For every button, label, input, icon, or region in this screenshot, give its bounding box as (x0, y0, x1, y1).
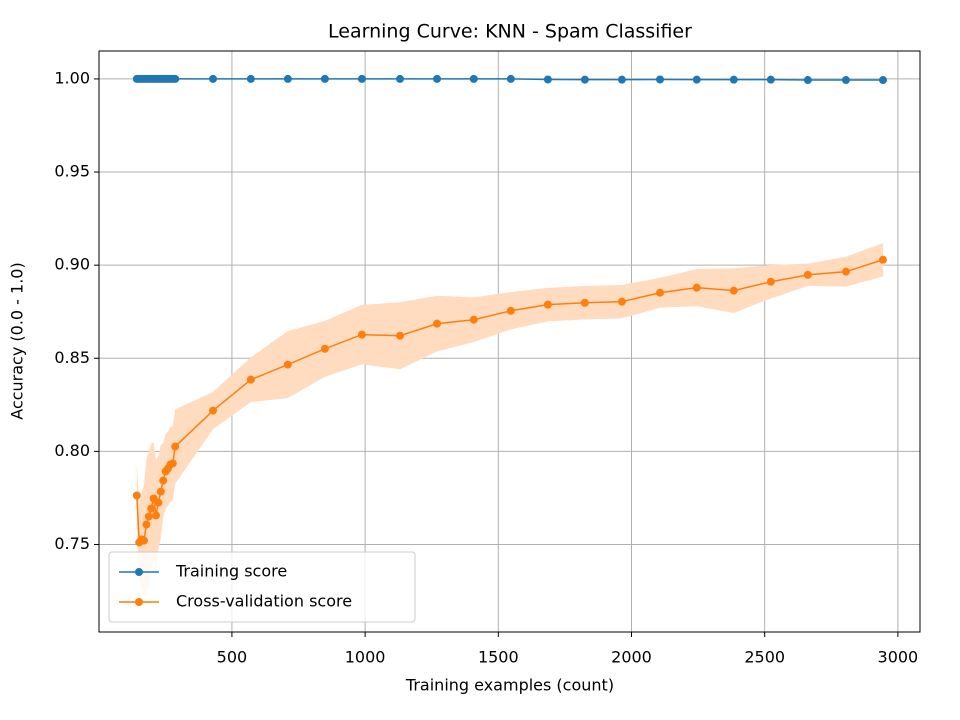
point (246, 74, 255, 83)
point (878, 76, 887, 85)
point (506, 74, 515, 83)
point (580, 298, 589, 307)
point (692, 283, 701, 292)
point (433, 319, 442, 328)
point (140, 536, 149, 545)
legend-marker (135, 598, 143, 606)
point (878, 255, 887, 264)
point (171, 74, 180, 83)
point (152, 511, 161, 520)
point (246, 375, 255, 384)
x-tick-label: 2000 (611, 648, 652, 667)
point (656, 288, 665, 297)
grid (99, 51, 920, 632)
x-axis-label: Training examples (count) (405, 676, 614, 695)
point (209, 74, 218, 83)
point (506, 306, 515, 315)
point (617, 75, 626, 84)
std-band (136, 242, 883, 597)
point (209, 406, 218, 415)
point (168, 459, 177, 468)
legend-box (108, 551, 416, 623)
y-axis-label: Accuracy (0.0 - 1.0) (8, 262, 27, 419)
point (357, 74, 366, 83)
plot-frame (98, 50, 921, 633)
point (144, 512, 153, 521)
legend: Training score Cross-validation score (108, 551, 416, 623)
point (320, 344, 329, 353)
point (617, 297, 626, 306)
y-tick-label: 0.85 (54, 348, 90, 367)
point (156, 487, 165, 496)
point (729, 286, 738, 295)
point (803, 76, 812, 85)
point (142, 520, 151, 529)
point (171, 442, 180, 451)
point (357, 330, 366, 339)
x-tick-label: 500 (217, 648, 248, 667)
point (656, 75, 665, 84)
y-tick-label: 1.00 (54, 68, 90, 87)
x-tick-label: 1500 (478, 648, 519, 667)
plot-data (132, 74, 887, 597)
point (543, 75, 552, 84)
legend-marker (135, 568, 143, 576)
point (396, 74, 405, 83)
y-tick-label: 0.95 (54, 162, 90, 181)
point (396, 331, 405, 340)
point (580, 75, 589, 84)
point (766, 75, 775, 84)
y-tick-label: 0.90 (54, 255, 90, 274)
x-tick-label: 2500 (744, 648, 785, 667)
point (841, 76, 850, 85)
point (320, 74, 329, 83)
point (692, 75, 701, 84)
y-tick-label: 0.80 (54, 441, 90, 460)
point (132, 491, 141, 500)
point (766, 277, 775, 286)
point (469, 74, 478, 83)
point (729, 75, 738, 84)
y-tick-label: 0.75 (54, 534, 90, 553)
x-tick-label: 1000 (345, 648, 386, 667)
legend-label: Cross-validation score (176, 592, 352, 611)
point (803, 270, 812, 279)
legend-label: Training score (175, 562, 287, 581)
chart-title: Learning Curve: KNN - Spam Classifier (328, 21, 692, 43)
point (543, 300, 552, 309)
point (841, 267, 850, 276)
point (159, 476, 168, 485)
point (433, 74, 442, 83)
point (283, 74, 292, 83)
x-tick-label: 3000 (878, 648, 919, 667)
point (147, 504, 156, 513)
point (154, 498, 163, 507)
point (469, 315, 478, 324)
point (283, 360, 292, 369)
